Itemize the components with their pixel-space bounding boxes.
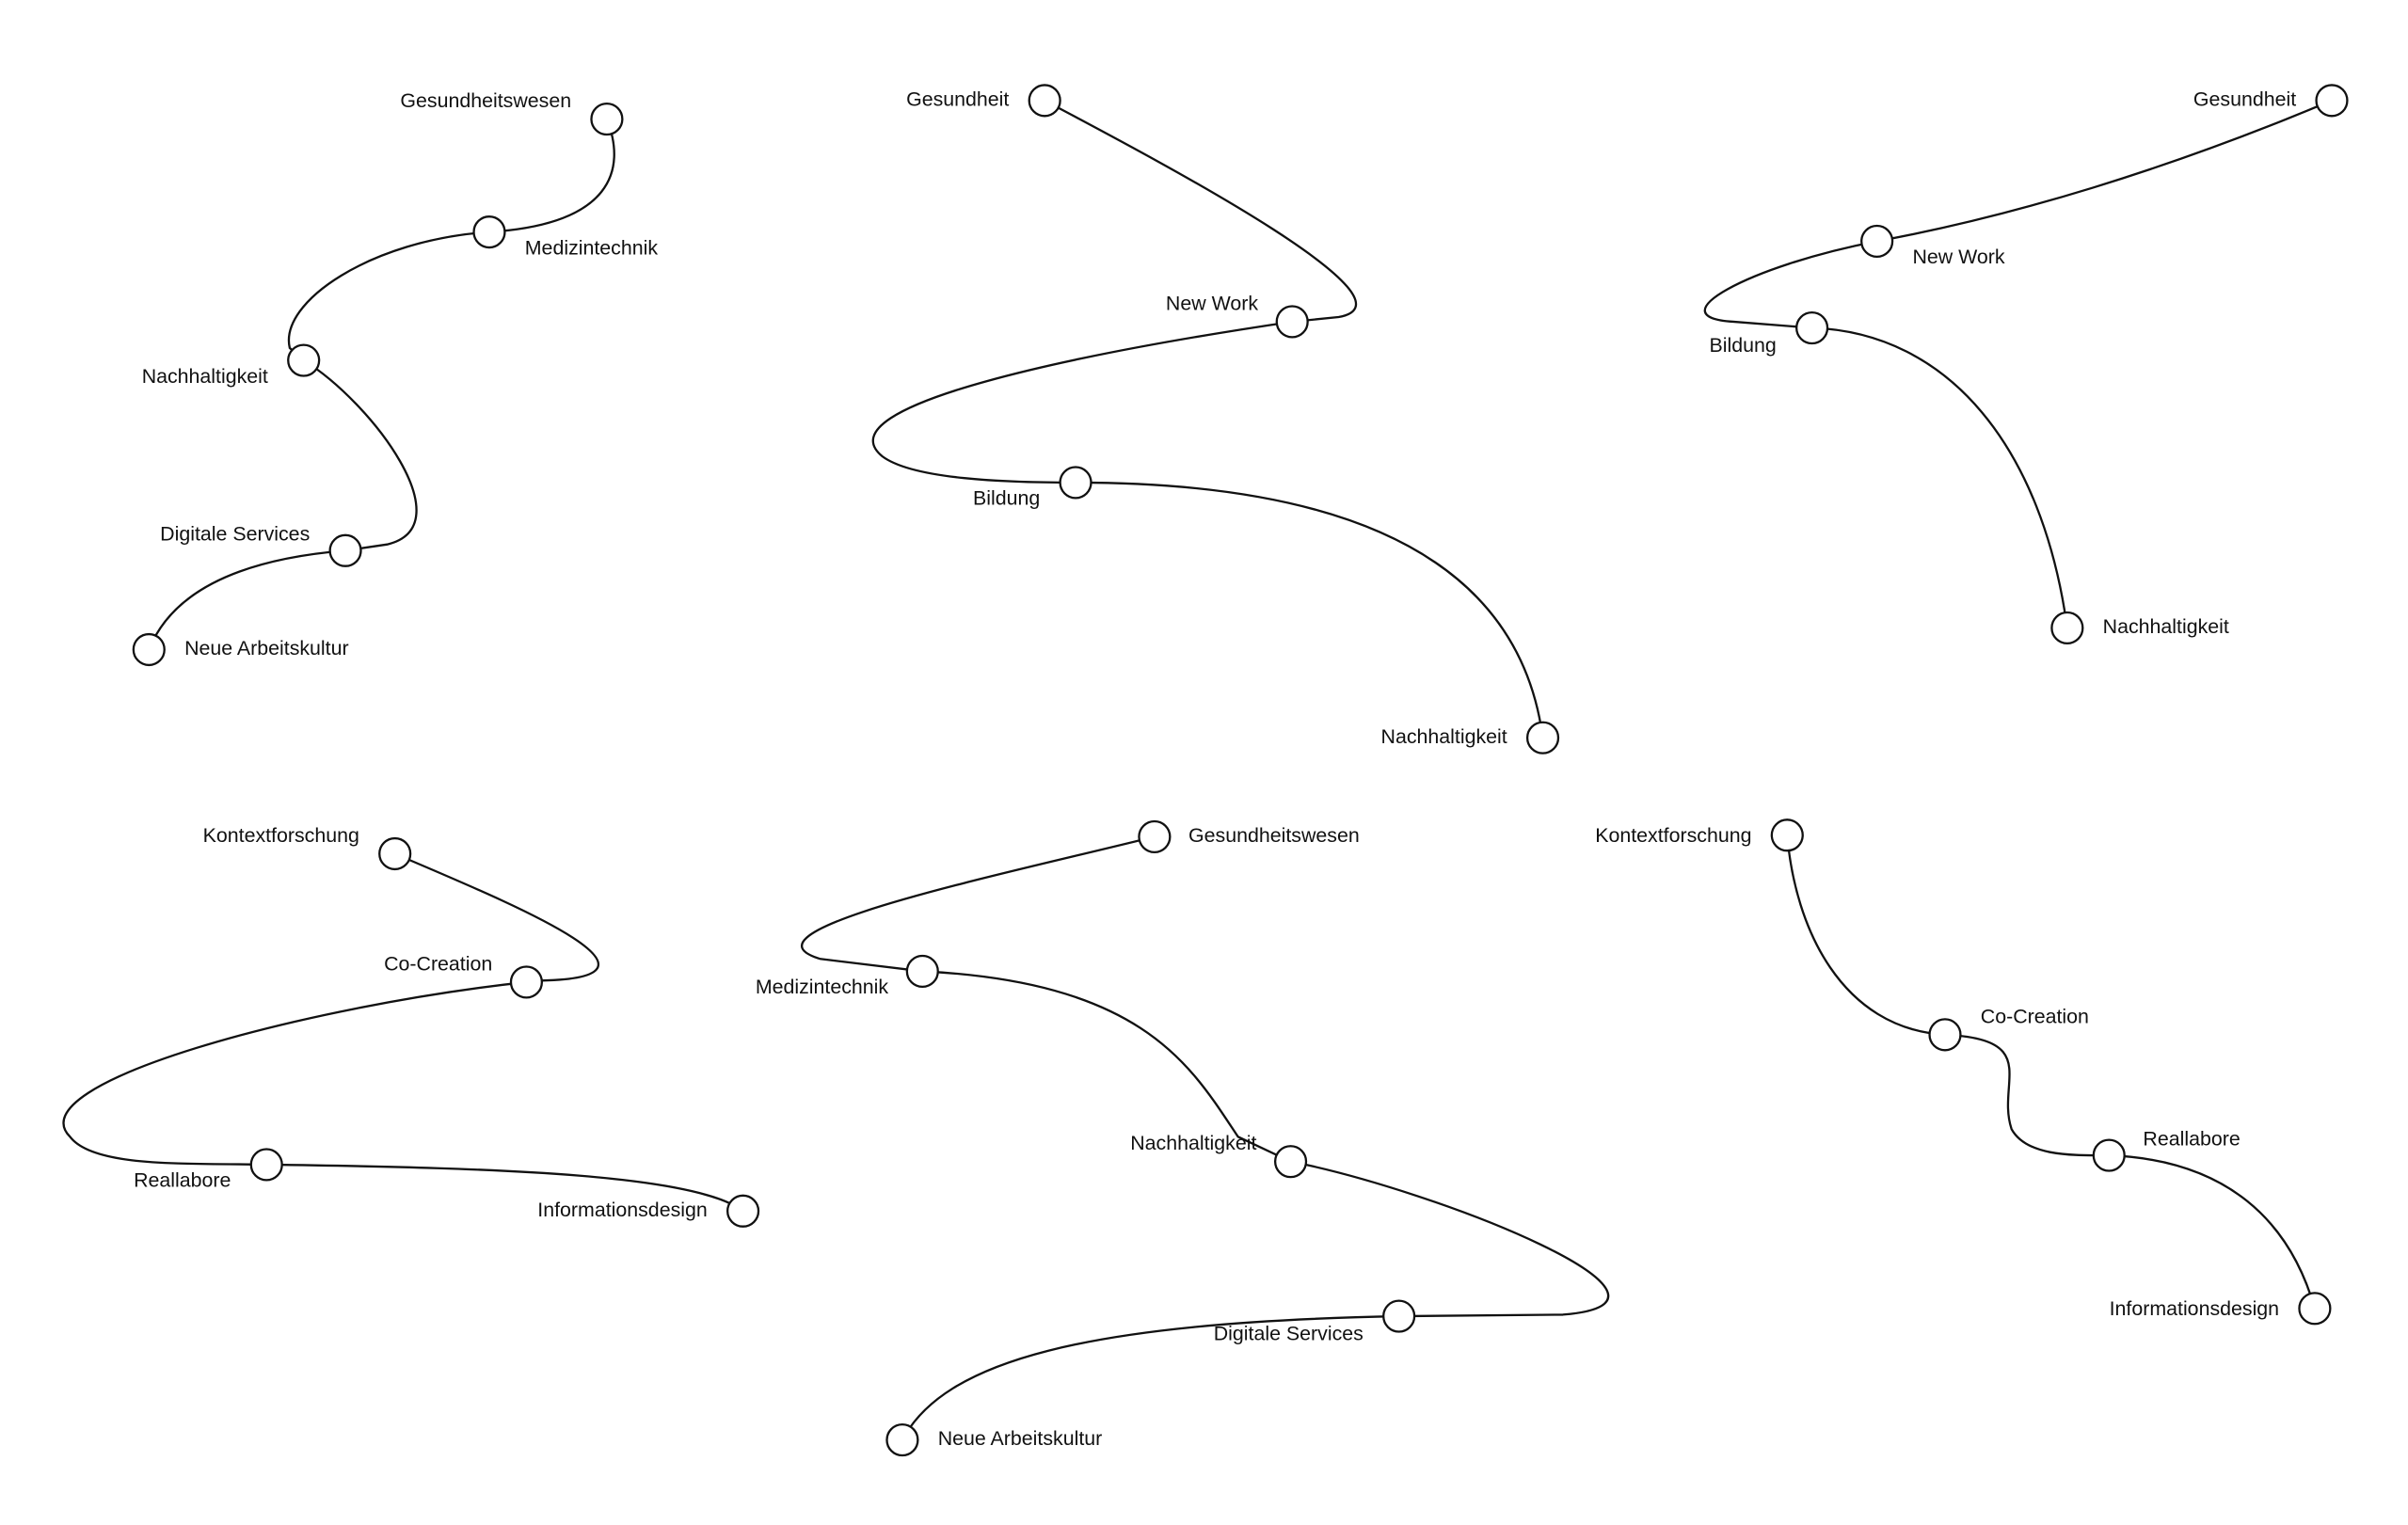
node-label: Gesundheitswesen [400, 89, 571, 112]
node-label: Medizintechnik [756, 976, 889, 998]
node [378, 836, 412, 871]
node [132, 632, 166, 667]
connector-curve [871, 99, 1544, 739]
node [472, 215, 506, 249]
node [1860, 224, 1894, 259]
node-label: Medizintechnik [525, 236, 659, 259]
node-label: Co-Creation [1981, 1005, 2089, 1027]
node [1795, 310, 1829, 345]
node-label: Informationsdesign [537, 1199, 707, 1221]
node [885, 1422, 919, 1457]
node-label: Gesundheit [906, 88, 1009, 111]
node [726, 1194, 760, 1228]
node-label: New Work [1166, 293, 1258, 315]
node [2050, 611, 2084, 645]
node-label: Nachhaltigkeit [1381, 725, 1507, 748]
topic-path: Gesundheitswesen Medizintechnik Nachhaltig… [756, 819, 1610, 1457]
node-label: Neue Arbeitskultur [938, 1427, 1103, 1450]
node-label: Digitale Services [1214, 1322, 1363, 1344]
connector-curve [1786, 834, 2317, 1310]
node [249, 1148, 283, 1182]
node-label: Nachhaltigkeit [2103, 615, 2229, 638]
node-label: Nachhaltigkeit [1130, 1132, 1256, 1154]
node-label: Gesundheitswesen [1188, 824, 1360, 847]
node-label: New Work [1912, 246, 2004, 268]
node [1028, 84, 1061, 118]
node [1928, 1018, 1962, 1052]
connector-curve [801, 835, 1610, 1441]
node-label: Digitale Services [160, 522, 310, 545]
node [1138, 819, 1172, 854]
node-label: Reallabore [2143, 1127, 2240, 1150]
node-label: Neue Arbeitskultur [184, 637, 349, 659]
node-label: Bildung [1710, 334, 1777, 357]
node [1770, 818, 1804, 852]
node [905, 954, 939, 989]
node [328, 533, 362, 567]
connector-curve [1703, 99, 2333, 628]
node-label: Kontextforschung [203, 824, 359, 847]
topic-path: Gesundheitswesen Medizintechnik Nachhaltig… [132, 89, 659, 667]
topic-path: Gesundheit New Work Bildung Nachhaltigkeit [871, 84, 1560, 755]
node [2092, 1138, 2126, 1172]
node-label: Informationsdesign [2110, 1297, 2279, 1320]
node [2298, 1292, 2332, 1326]
node [509, 965, 544, 999]
node [287, 343, 321, 377]
node-label: Bildung [973, 487, 1040, 510]
connector-curve [62, 852, 744, 1213]
topic-path: Kontextforschung Co-Creation Reallabore Inf… [1595, 818, 2332, 1326]
node-label: Reallabore [134, 1169, 231, 1192]
node-label: Gesundheit [2193, 88, 2296, 111]
node-label: Co-Creation [384, 953, 492, 976]
node [1273, 1145, 1308, 1179]
node [590, 102, 624, 136]
node-label: Nachhaltigkeit [142, 365, 268, 388]
node-label: Kontextforschung [1595, 824, 1751, 847]
topic-path: Gesundheit New Work Bildung Nachhaltigkeit [1703, 84, 2349, 645]
node [1059, 466, 1092, 500]
node [2315, 84, 2349, 118]
node [1275, 305, 1309, 339]
topic-path: Kontextforschung Co-Creation Reallabore Inf… [62, 824, 760, 1228]
node [1525, 721, 1560, 755]
node [1382, 1299, 1416, 1333]
